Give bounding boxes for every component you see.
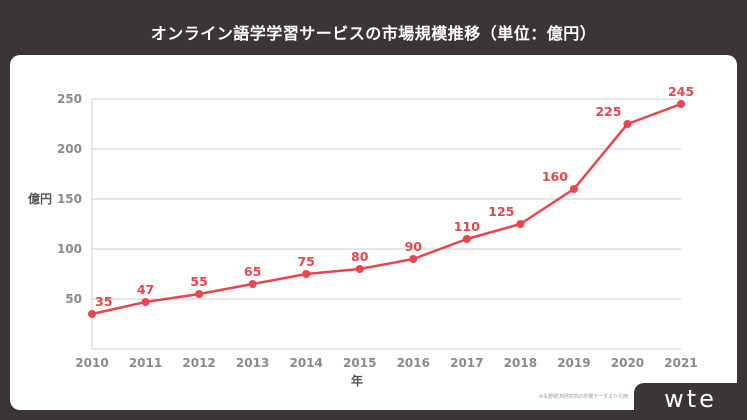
source-note: ※矢野経済研究所の市場データより引用 <box>539 393 628 400</box>
data-label: 35 <box>95 294 112 309</box>
x-tick-label: 2020 <box>611 356 644 370</box>
data-label: 125 <box>488 204 514 219</box>
data-point <box>409 255 418 263</box>
data-points <box>88 100 685 318</box>
data-label: 55 <box>190 274 207 289</box>
data-point <box>623 120 632 128</box>
data-label: 65 <box>244 264 261 279</box>
data-label: 75 <box>297 254 314 269</box>
x-tick-label: 2010 <box>75 356 108 370</box>
data-labels: 35 47 55 65 75 80 90 110 125 160 225 245 <box>95 84 694 309</box>
grid-lines <box>91 98 681 350</box>
data-label: 110 <box>454 219 480 234</box>
data-point <box>569 185 578 193</box>
chart-title: オンライン語学学習サービスの市場規模推移（単位：億円） <box>150 24 597 43</box>
data-label: 80 <box>351 249 369 264</box>
chart-card <box>10 55 737 410</box>
x-tick-labels: 2010 2011 2012 2013 2014 2015 2016 2017 2018 2019… <box>75 356 697 370</box>
x-tick-label: 2016 <box>397 356 430 370</box>
x-tick-label: 2011 <box>129 356 162 370</box>
y-tick-label: 200 <box>57 142 82 156</box>
data-point <box>462 235 471 243</box>
data-point <box>355 265 364 273</box>
data-point <box>195 290 204 298</box>
data-point <box>677 100 685 108</box>
watermark-logo: wte <box>634 383 747 420</box>
x-tick-label: 2017 <box>450 356 483 370</box>
data-point <box>516 220 525 228</box>
x-tick-label: 2012 <box>182 356 215 370</box>
y-tick-label: 100 <box>57 242 82 256</box>
data-label: 90 <box>405 239 423 254</box>
x-tick-label: 2021 <box>664 356 697 370</box>
data-label: 47 <box>137 282 154 297</box>
data-point <box>248 280 257 288</box>
x-axis-label: 年 <box>351 373 363 388</box>
x-tick-label: 2018 <box>504 356 537 370</box>
y-tick-label: 250 <box>57 92 82 106</box>
data-label: 160 <box>542 169 568 184</box>
y-tick-label: 50 <box>65 292 82 306</box>
y-tick-labels: 50 100 150 200 250 <box>57 92 82 306</box>
x-tick-label: 2019 <box>557 356 590 370</box>
data-label: 225 <box>595 104 621 119</box>
data-point <box>141 298 150 306</box>
y-tick-label: 150 <box>57 192 82 206</box>
y-axis-label: 億円 <box>28 191 52 206</box>
data-point <box>88 310 96 318</box>
series-line <box>91 102 682 316</box>
data-point <box>302 270 311 278</box>
x-tick-label: 2014 <box>289 356 322 370</box>
x-tick-label: 2013 <box>236 356 269 370</box>
watermark-text: wte <box>664 385 717 413</box>
x-tick-label: 2015 <box>343 356 376 370</box>
data-label: 245 <box>668 84 694 99</box>
